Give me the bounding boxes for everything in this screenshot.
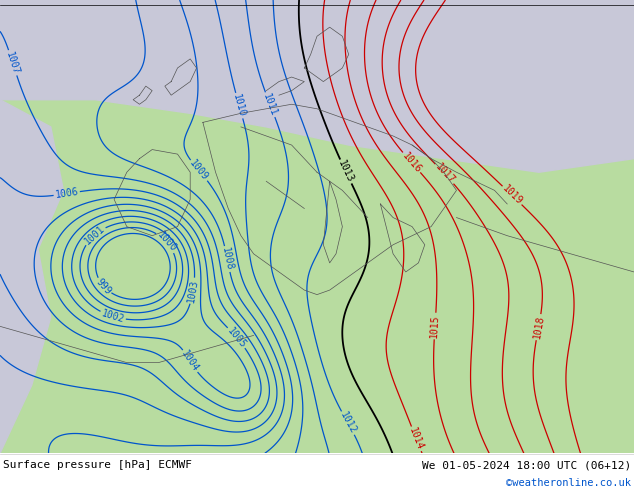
Text: 1013: 1013	[336, 159, 355, 184]
Text: 999: 999	[94, 276, 113, 296]
Text: 1008: 1008	[220, 246, 235, 271]
Text: 1006: 1006	[55, 187, 79, 200]
Text: 1001: 1001	[82, 223, 107, 246]
Text: ©weatheronline.co.uk: ©weatheronline.co.uk	[506, 478, 631, 489]
Text: 1019: 1019	[500, 184, 524, 207]
Polygon shape	[0, 99, 63, 453]
Text: 1012: 1012	[338, 410, 358, 436]
Text: We 01-05-2024 18:00 UTC (06+12): We 01-05-2024 18:00 UTC (06+12)	[422, 460, 631, 470]
Text: 1004: 1004	[179, 349, 200, 374]
Text: 1007: 1007	[4, 50, 21, 75]
Text: 1009: 1009	[188, 158, 210, 183]
Text: 1015: 1015	[429, 314, 441, 338]
Text: 1016: 1016	[400, 150, 423, 174]
Text: 1005: 1005	[225, 325, 248, 350]
Text: 1017: 1017	[433, 162, 456, 186]
Text: 1000: 1000	[155, 230, 178, 254]
Text: 1014: 1014	[408, 426, 425, 452]
Text: Surface pressure [hPa] ECMWF: Surface pressure [hPa] ECMWF	[3, 460, 192, 470]
Text: 1010: 1010	[231, 93, 247, 118]
Text: 1018: 1018	[532, 315, 546, 340]
Polygon shape	[0, 0, 634, 172]
Text: 1011: 1011	[261, 92, 279, 118]
Text: 1003: 1003	[186, 278, 200, 303]
Text: 1002: 1002	[100, 308, 126, 324]
